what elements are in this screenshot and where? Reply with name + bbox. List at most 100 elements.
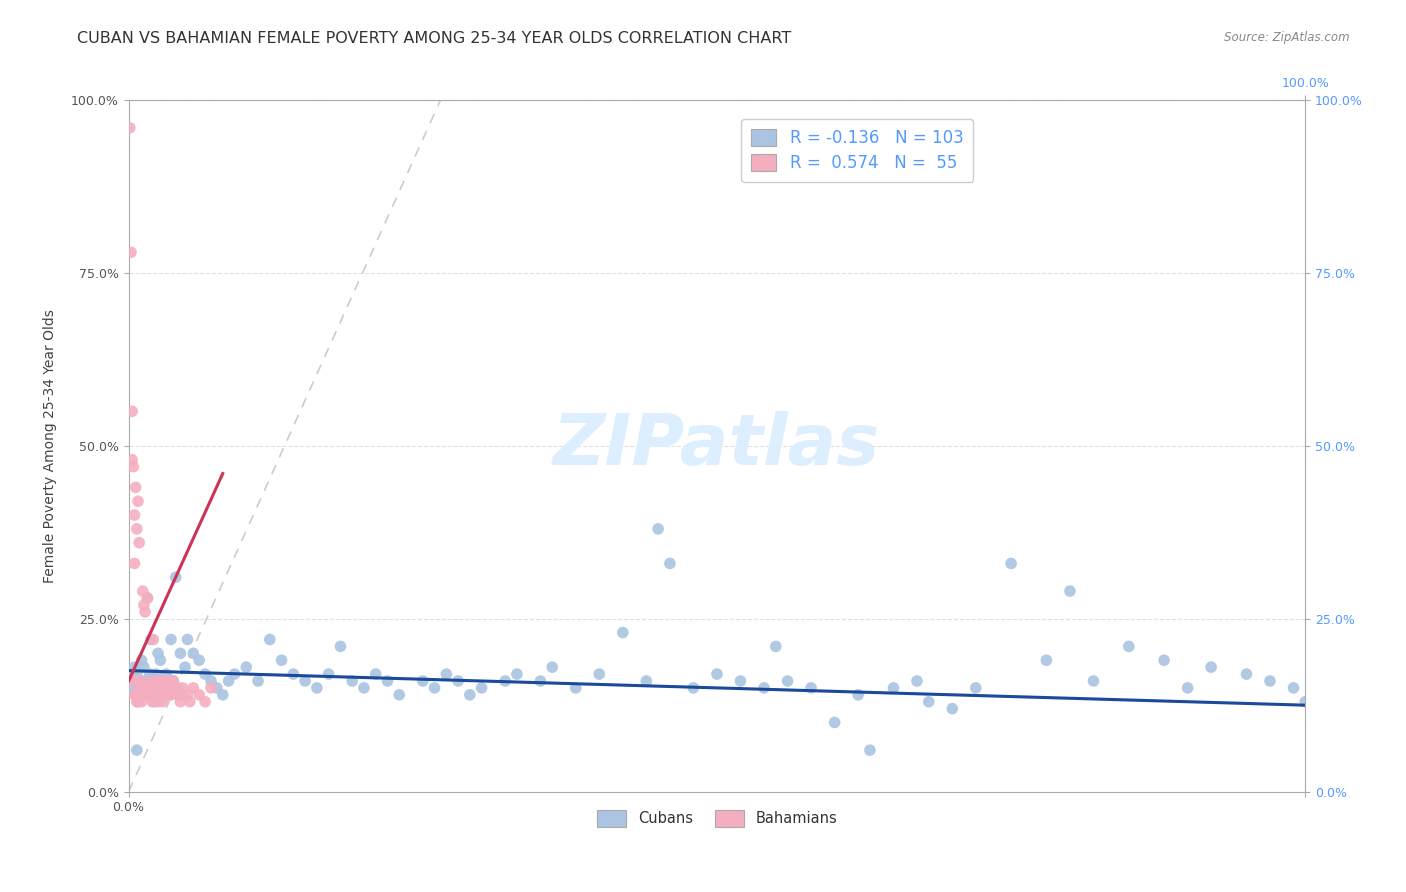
Point [125,522,148,536]
Point [471,681,494,695]
Point [1199,660,1222,674]
Point [283,667,305,681]
Point [235,660,257,674]
Point [918,695,941,709]
Point [647,522,669,536]
Point [181,646,204,660]
Point [846,688,869,702]
Point [1153,653,1175,667]
Point [146,695,169,709]
Point [1294,695,1316,709]
Point [1059,584,1081,599]
Point [1258,673,1281,688]
Point [364,667,387,681]
Point [340,673,363,688]
Point [124,660,146,674]
Point [1236,667,1258,681]
Point [423,681,446,695]
Point [150,673,173,688]
Point [118,120,141,135]
Point [129,688,152,702]
Text: CUBAN VS BAHAMIAN FEMALE POVERTY AMONG 25-34 YEAR OLDS CORRELATION CHART: CUBAN VS BAHAMIAN FEMALE POVERTY AMONG 2… [77,31,792,46]
Point [494,673,516,688]
Point [125,695,148,709]
Text: Source: ZipAtlas.com: Source: ZipAtlas.com [1225,31,1350,45]
Point [682,681,704,695]
Point [127,695,149,709]
Point [224,667,246,681]
Point [658,557,681,571]
Point [612,625,634,640]
Point [142,632,165,647]
Point [129,681,152,695]
Point [529,673,551,688]
Point [541,660,564,674]
Point [730,673,752,688]
Point [148,688,170,702]
Point [135,681,157,695]
Point [149,688,172,702]
Point [218,673,240,688]
Point [149,653,172,667]
Point [152,695,174,709]
Point [146,646,169,660]
Point [247,673,270,688]
Point [142,681,165,695]
Point [172,688,194,702]
Point [458,688,481,702]
Point [200,673,222,688]
Point [134,673,156,688]
Point [155,667,177,681]
Point [194,695,217,709]
Point [318,667,340,681]
Point [121,404,143,418]
Point [165,570,187,584]
Point [135,681,157,695]
Legend: Cubans, Bahamians: Cubans, Bahamians [591,805,844,833]
Point [157,681,180,695]
Point [143,681,166,695]
Point [205,681,228,695]
Point [122,459,145,474]
Point [120,245,142,260]
Point [124,557,146,571]
Point [1035,653,1057,667]
Point [388,688,411,702]
Point [145,667,167,681]
Point [179,695,201,709]
Point [153,681,176,695]
Point [157,688,180,702]
Point [882,681,904,695]
Point [121,681,143,695]
Point [305,681,328,695]
Point [824,715,846,730]
Point [127,688,149,702]
Point [162,673,184,688]
Point [125,667,148,681]
Point [434,667,457,681]
Point [200,681,222,695]
Point [160,688,183,702]
Point [128,673,150,688]
Point [169,646,191,660]
Point [124,688,146,702]
Point [134,605,156,619]
Point [132,688,155,702]
Point [165,681,187,695]
Point [131,695,153,709]
Point [194,667,217,681]
Point [167,681,190,695]
Point [128,688,150,702]
Point [139,673,162,688]
Point [167,688,190,702]
Point [124,673,146,688]
Point [188,688,211,702]
Point [124,480,146,494]
Point [259,632,281,647]
Point [1118,640,1140,654]
Point [136,591,159,605]
Point [353,681,375,695]
Point [412,673,434,688]
Point [122,667,145,681]
Point [859,743,882,757]
